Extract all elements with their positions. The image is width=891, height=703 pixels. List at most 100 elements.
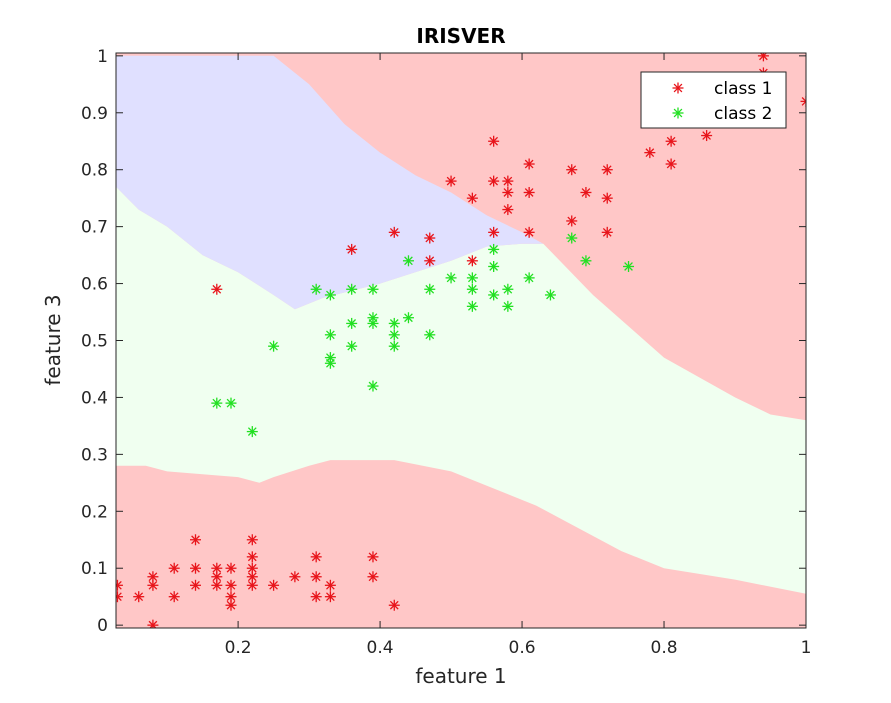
class-2-point [623, 260, 635, 272]
class-1-point [566, 215, 578, 227]
class-2-point [367, 312, 379, 324]
legend-star-class-1 [672, 82, 684, 94]
class-2-point [324, 289, 336, 301]
class-2-point [388, 340, 400, 352]
class-2-point [211, 397, 223, 409]
class-1-point [190, 579, 202, 591]
x-tick-label: 0.4 [367, 638, 394, 658]
class-1-point [665, 135, 677, 147]
y-tick-label: 0.2 [81, 502, 108, 522]
legend-label-class-2: class 2 [714, 104, 772, 124]
class-1-point [644, 147, 656, 159]
class-1-point [502, 186, 514, 198]
class-1-point [601, 226, 613, 238]
class-2-point [346, 283, 358, 295]
legend-marker-class-1 [672, 82, 684, 94]
legend-box [640, 71, 787, 129]
class-1-point [346, 243, 358, 255]
class-2-point [544, 289, 556, 301]
class-2-point [388, 317, 400, 329]
class-2-point [466, 300, 478, 312]
class-1-point [388, 599, 400, 611]
class-1-point [601, 164, 613, 176]
class-1-point [488, 226, 500, 238]
class-2-point [310, 283, 322, 295]
class-2-point [502, 283, 514, 295]
class-1-point [225, 579, 237, 591]
y-axis-label: feature 3 [41, 294, 65, 385]
class-1-point [310, 571, 322, 583]
legend-marker-class-2 [672, 107, 684, 119]
class-2-point [367, 283, 379, 295]
class-1-point [168, 591, 180, 603]
y-tick-label: 0.1 [81, 559, 108, 579]
class-1-point [190, 534, 202, 546]
class-1-point [367, 571, 379, 583]
class-1-point [445, 175, 457, 187]
class-2-point [402, 255, 414, 267]
data-points [116, 53, 806, 628]
class-2-point [268, 340, 280, 352]
class-2-point [502, 300, 514, 312]
class-1-point [310, 551, 322, 563]
chart-title: IRISVER [416, 24, 505, 48]
class-1-point [310, 591, 322, 603]
legend-star-class-2 [672, 107, 684, 119]
class-1-point [424, 255, 436, 267]
region-green [116, 186, 806, 594]
legend-label-class-1: class 1 [714, 79, 772, 99]
x-axis-ticks: 0.2 0.4 0.6 0.8 1 [225, 53, 812, 658]
class-2-point [488, 260, 500, 272]
class-1-point [488, 135, 500, 147]
class-2-point [367, 380, 379, 392]
y-tick-label: 0.9 [81, 104, 108, 124]
y-tick-label: 1 [97, 47, 108, 67]
x-tick-label: 0.2 [225, 638, 252, 658]
class-1-point [324, 579, 336, 591]
region-blue [116, 55, 544, 310]
class-1-point [424, 232, 436, 244]
class-2-point [445, 272, 457, 284]
class-1-point [133, 591, 145, 603]
y-tick-label: 0.8 [81, 161, 108, 181]
decision-regions [116, 53, 806, 628]
class-2-point [246, 426, 258, 438]
class-1-point [246, 562, 258, 574]
class-1-point [211, 562, 223, 574]
class-2-point [324, 329, 336, 341]
class-1-point [388, 226, 400, 238]
class-2-point [488, 289, 500, 301]
class-1-point [580, 186, 592, 198]
class-1-point [225, 562, 237, 574]
class-1-point [566, 164, 578, 176]
class-2-point [580, 255, 592, 267]
class-1-point [601, 192, 613, 204]
class-1-point [211, 283, 223, 295]
class-1-point [268, 579, 280, 591]
class-1-point [488, 175, 500, 187]
y-tick-label: 0.3 [81, 445, 108, 465]
class-1-point [466, 255, 478, 267]
y-tick-label: 0.6 [81, 275, 108, 295]
x-axis-label: feature 1 [415, 664, 506, 688]
class-1-point [502, 204, 514, 216]
class-1-point [246, 579, 258, 591]
class-2-point [466, 272, 478, 284]
class-1-point [324, 591, 336, 603]
class-1-point [147, 619, 159, 628]
class-2-point [466, 283, 478, 295]
class-1-point [367, 551, 379, 563]
class-1-point [701, 130, 713, 142]
class-2-point [346, 317, 358, 329]
class-1-point [116, 579, 123, 591]
class-1-point [523, 158, 535, 170]
class-2-point [424, 329, 436, 341]
y-tick-label: 0.4 [81, 388, 108, 408]
class-1-point [466, 192, 478, 204]
class-2-point [523, 272, 535, 284]
y-tick-label: 0.7 [81, 218, 108, 238]
class-1-point [168, 562, 180, 574]
y-axis-ticks: 0 0.1 0.2 0.3 0.4 0.5 0.6 0.7 0.8 0.9 1 [81, 47, 806, 636]
x-tick-label: 1 [801, 638, 812, 658]
